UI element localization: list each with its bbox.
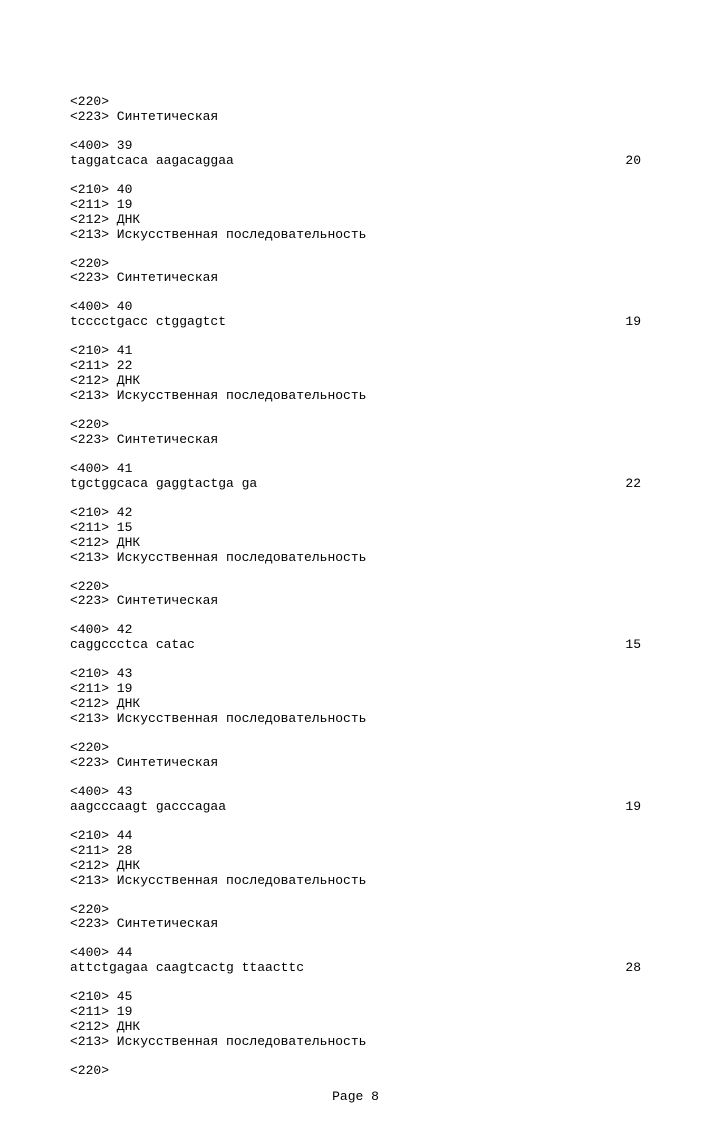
tag-line: <213> Искусственная последовательность [70,551,641,566]
sequence-text: taggatcaca aagacaggaa [70,154,234,169]
tag-line: <211> 19 [70,1005,641,1020]
sequence-length: 15 [611,638,641,653]
blank-line [70,330,641,344]
tag-line: <400> 42 [70,623,641,638]
tag-line: <212> ДНК [70,213,641,228]
tag-line: <211> 15 [70,521,641,536]
sequence-line: aagcccaagt gacccagaa 19 [70,800,641,815]
tag-line: <220> [70,1064,641,1079]
blank-line [70,932,641,946]
tag-line: <223> Синтетическая [70,756,641,771]
tag-line: <223> Синтетическая [70,433,641,448]
tag-line: <212> ДНК [70,374,641,389]
sequence-listing-page: <220><223> Синтетическая<400> 39taggatca… [0,0,711,1124]
sequence-line: attctgagaa caagtcactg ttaacttc 28 [70,961,641,976]
blank-line [70,566,641,580]
sequence-text: aagcccaagt gacccagaa [70,800,226,815]
tag-line: <220> [70,741,641,756]
tag-line: <210> 44 [70,829,641,844]
tag-line: <400> 40 [70,300,641,315]
blank-line [70,404,641,418]
tag-line: <212> ДНК [70,859,641,874]
tag-line: <211> 28 [70,844,641,859]
tag-line: <220> [70,580,641,595]
tag-line: <212> ДНК [70,697,641,712]
blank-line [70,771,641,785]
blank-line [70,286,641,300]
sequence-length: 19 [611,800,641,815]
tag-line: <211> 19 [70,198,641,213]
tag-line: <220> [70,418,641,433]
tag-line: <210> 40 [70,183,641,198]
sequence-text: tcccctgacc ctggagtct [70,315,226,330]
blank-line [70,653,641,667]
blank-line [70,448,641,462]
blank-line [70,243,641,257]
sequence-text: tgctggcaca gaggtactga ga [70,477,257,492]
page-number: Page 8 [70,1089,641,1104]
sequence-length: 20 [611,154,641,169]
sequence-line: caggccctca catac 15 [70,638,641,653]
tag-line: <213> Искусственная последовательность [70,712,641,727]
tag-line: <211> 22 [70,359,641,374]
blank-line [70,125,641,139]
tag-line: <213> Искусственная последовательность [70,389,641,404]
blank-line [70,815,641,829]
tag-line: <220> [70,257,641,272]
sequence-text: attctgagaa caagtcactg ttaacttc [70,961,304,976]
sequence-length: 22 [611,477,641,492]
tag-line: <220> [70,95,641,110]
blank-line [70,727,641,741]
sequence-content: <220><223> Синтетическая<400> 39taggatca… [70,95,641,1079]
sequence-line: tcccctgacc ctggagtct 19 [70,315,641,330]
blank-line [70,609,641,623]
tag-line: <220> [70,903,641,918]
tag-line: <213> Искусственная последовательность [70,874,641,889]
blank-line [70,976,641,990]
blank-line [70,889,641,903]
tag-line: <210> 41 [70,344,641,359]
sequence-text: caggccctca catac [70,638,195,653]
tag-line: <213> Искусственная последовательность [70,1035,641,1050]
tag-line: <223> Синтетическая [70,594,641,609]
tag-line: <210> 42 [70,506,641,521]
tag-line: <400> 44 [70,946,641,961]
tag-line: <213> Искусственная последовательность [70,228,641,243]
blank-line [70,169,641,183]
tag-line: <400> 41 [70,462,641,477]
tag-line: <400> 43 [70,785,641,800]
tag-line: <211> 19 [70,682,641,697]
tag-line: <400> 39 [70,139,641,154]
blank-line [70,492,641,506]
tag-line: <223> Синтетическая [70,917,641,932]
tag-line: <212> ДНК [70,1020,641,1035]
tag-line: <212> ДНК [70,536,641,551]
tag-line: <223> Синтетическая [70,110,641,125]
sequence-length: 28 [611,961,641,976]
sequence-length: 19 [611,315,641,330]
tag-line: <210> 45 [70,990,641,1005]
sequence-line: taggatcaca aagacaggaa 20 [70,154,641,169]
sequence-line: tgctggcaca gaggtactga ga 22 [70,477,641,492]
blank-line [70,1050,641,1064]
tag-line: <210> 43 [70,667,641,682]
tag-line: <223> Синтетическая [70,271,641,286]
